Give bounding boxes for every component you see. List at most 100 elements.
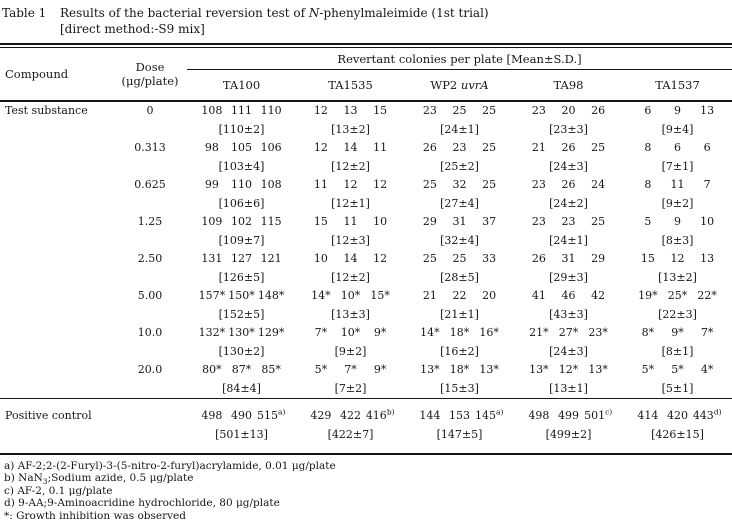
plate-count: 26 (422, 141, 437, 154)
plate-count: 19* (638, 289, 658, 302)
header-span-label: Revertant colonies per plate [Mean±S.D.] (187, 48, 732, 70)
compound-cell (0, 324, 113, 361)
mean-sd: [15±3] (440, 381, 479, 395)
mean-sd: [106±6] (218, 196, 265, 210)
plate-counts: 25 25 33 (405, 250, 514, 269)
strain-cell: 8 11 7 [9±2] (623, 176, 732, 213)
table-body: Test substance 0 108 111 110 [110±2] 12 13 15 [13… (0, 102, 732, 398)
plate-count: 105 (231, 141, 252, 154)
plate-count: 21 (531, 141, 546, 154)
plate-count: 13* (479, 363, 499, 376)
mean-sd: [422±7] (327, 427, 374, 441)
caption-line1-pre: Results of the bacterial reversion test … (60, 6, 309, 20)
plate-count: 18* (449, 363, 470, 376)
dose-cell: 0.625 (134, 178, 166, 191)
plate-count: 80* (202, 363, 222, 376)
strain-cell: 498 499 501c) [499±2] (514, 407, 623, 444)
mean-sd: [8±1] (661, 344, 694, 358)
footnotes: a) AF-2;2-(2-Furyl)-3-(5-nitro-2-furyl)a… (0, 455, 732, 523)
mean-sd: [23±3] (549, 122, 588, 136)
plate-count: 5 (644, 215, 652, 228)
footnote-subscript: 3 (42, 477, 48, 487)
header-revertant-group: Revertant colonies per plate [Mean±S.D.]… (187, 48, 732, 100)
plate-count: 111 (231, 104, 252, 117)
footnote-marker: d) (713, 407, 722, 417)
strain-name-italic: uvrA (460, 78, 489, 92)
table-header: Compound Dose (μg/plate) Revertant colon… (0, 48, 732, 102)
plate-count: 7* (700, 326, 714, 339)
plate-counts: 25 32 25 (405, 176, 514, 195)
plate-count: 87* (231, 363, 252, 376)
plate-counts: 11 12 12 (296, 176, 405, 195)
table-caption-text: Results of the bacterial reversion test … (60, 5, 732, 37)
strain-cell: 19* 25* 22* [22±3] (623, 287, 732, 324)
strain-cell: 414 420 443d) [426±15] (623, 407, 732, 444)
plate-count: 414 (637, 409, 659, 422)
plate-count: 9 (674, 104, 681, 117)
footnote-text: b) NaN (4, 472, 43, 485)
plate-counts: 23 20 26 (514, 102, 623, 121)
strain-cell: 6 9 13 [9±4] (623, 102, 732, 139)
plate-count: 15* (370, 289, 390, 302)
plate-counts: 12 13 15 (296, 102, 405, 121)
strain-name: TA98 (553, 78, 584, 92)
mean-sd: [28±5] (440, 270, 479, 284)
plate-count: 416b) (365, 407, 395, 422)
plate-count: 12 (373, 252, 388, 265)
strain-cell: 429 422 416b) [422±7] (296, 407, 405, 444)
positive-control-label: Positive control (5, 409, 92, 422)
mean-sd: [21±1] (440, 307, 479, 321)
plate-count: 14 (343, 252, 358, 265)
mean-sd: [499±2] (545, 427, 592, 441)
plate-count: 10 (700, 215, 715, 228)
plate-counts: 144 153 145a) (405, 407, 514, 426)
dose-cell: 20.0 (137, 363, 163, 376)
plate-counts: 21 22 20 (405, 287, 514, 306)
plate-count: 23 (452, 141, 467, 154)
plate-count: 41 (531, 289, 546, 302)
strain-cell: 157* 150* 148* [152±5] (187, 287, 296, 324)
plate-count: 15 (640, 252, 655, 265)
plate-count: 420 (667, 409, 688, 422)
plate-count: 422 (340, 409, 361, 422)
plate-count: 26 (591, 104, 606, 117)
plate-count: 25* (667, 289, 688, 302)
plate-counts: 157* 150* 148* (187, 287, 296, 306)
mean-sd: [25±2] (440, 159, 479, 173)
mean-sd: [27±4] (440, 196, 479, 210)
plate-count: 6 (703, 141, 711, 154)
plate-count: 25 (422, 252, 437, 265)
strain-cell: 131 127 121 [126±5] (187, 250, 296, 287)
plate-count: 12 (343, 178, 358, 191)
plate-count: 5* (671, 363, 684, 376)
plate-count: 14 (343, 141, 358, 154)
mean-sd: [110±2] (218, 122, 265, 136)
plate-counts: 8 11 7 (623, 176, 732, 195)
footnote-line: b) NaN3;Sodium azide, 0.5 μg/plate (4, 472, 732, 485)
plate-counts: 26 23 25 (405, 139, 514, 158)
plate-count: 14* (311, 289, 331, 302)
plate-counts: 23 23 25 (514, 213, 623, 232)
plate-count: 11 (313, 178, 328, 191)
dose-cell: 0.313 (134, 141, 166, 154)
plate-count: 99 (204, 178, 219, 191)
plate-count: 148* (257, 289, 285, 302)
strain-cell: 8 6 6 [7±1] (623, 139, 732, 176)
plate-count: 22* (697, 289, 717, 302)
strain-header: TA1535 (296, 78, 405, 92)
dose-cell: 1.25 (137, 215, 163, 228)
strain-cell: 11 12 12 [12±1] (296, 176, 405, 213)
plate-count: 5* (314, 363, 328, 376)
plate-count: 25 (591, 141, 606, 154)
mean-sd: [13±2] (331, 122, 370, 136)
plate-count: 23 (561, 215, 576, 228)
plate-count: 16* (479, 326, 499, 339)
plate-count: 501c) (584, 407, 613, 422)
plate-count: 12 (670, 252, 685, 265)
plate-counts: 132* 130* 129* (187, 324, 296, 343)
strain-cell: 12 14 11 [12±2] (296, 139, 405, 176)
strain-cell: 144 153 145a) [147±5] (405, 407, 514, 444)
compound-cell (0, 361, 113, 398)
mean-sd: [22±3] (658, 307, 697, 321)
